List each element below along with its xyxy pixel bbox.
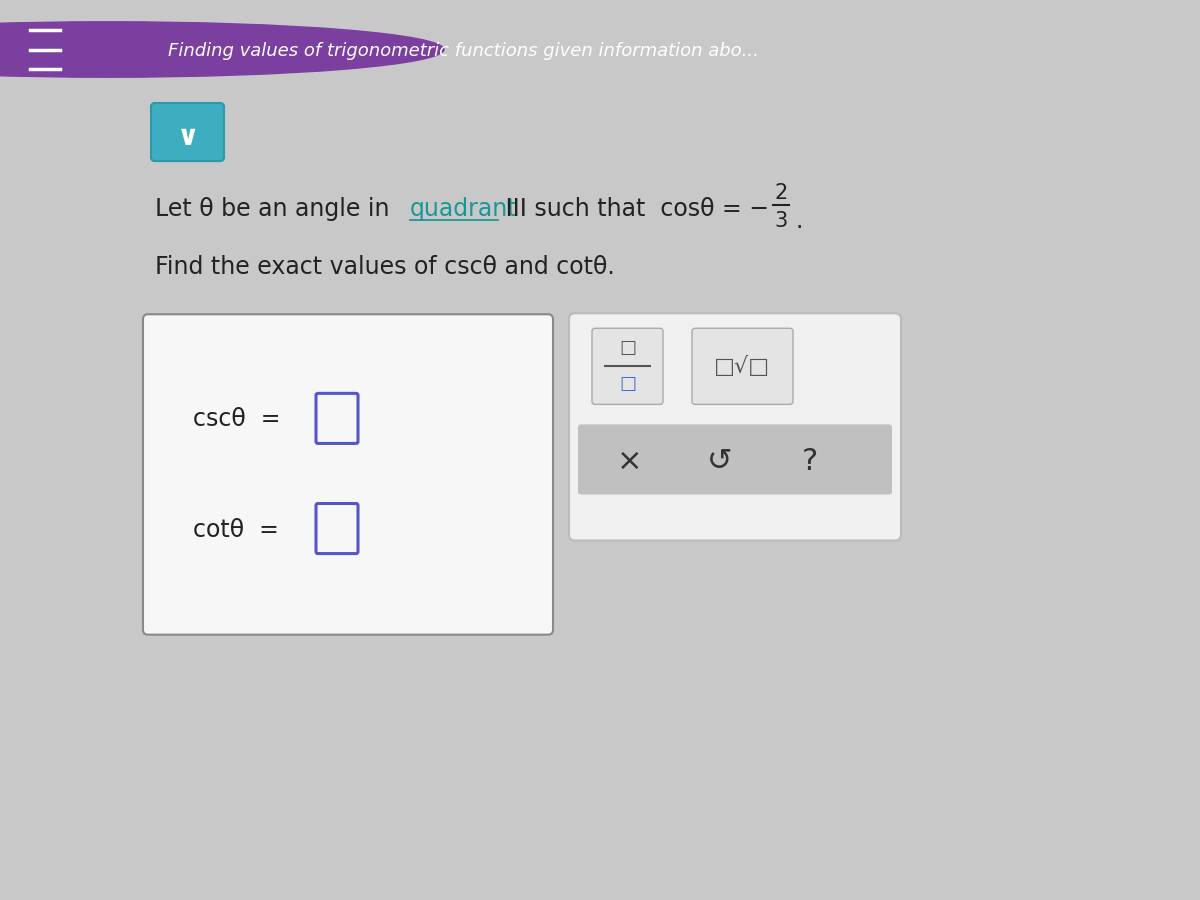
FancyBboxPatch shape [569, 313, 901, 541]
FancyBboxPatch shape [143, 314, 553, 634]
FancyBboxPatch shape [592, 328, 662, 404]
Text: cscθ  =: cscθ = [193, 408, 281, 431]
Text: ×: × [617, 447, 643, 476]
FancyBboxPatch shape [692, 328, 793, 404]
FancyBboxPatch shape [578, 425, 892, 494]
Text: III such that  cosθ = −: III such that cosθ = − [498, 197, 769, 221]
Text: □: □ [619, 375, 636, 393]
Text: ∨: ∨ [176, 123, 199, 151]
Text: .: . [796, 209, 803, 233]
Text: ↺: ↺ [707, 447, 733, 476]
Text: 3: 3 [774, 212, 787, 231]
FancyBboxPatch shape [151, 103, 224, 161]
Text: ?: ? [802, 447, 818, 476]
Text: quadrant: quadrant [410, 197, 517, 221]
Text: cotθ  =: cotθ = [193, 518, 278, 542]
Text: □: □ [619, 339, 636, 357]
Text: Let θ be an angle in: Let θ be an angle in [155, 197, 397, 221]
Circle shape [0, 22, 444, 77]
Text: □√□: □√□ [714, 356, 770, 377]
Text: Finding values of trigonometric functions given information abo...: Finding values of trigonometric function… [168, 42, 758, 60]
Text: 2: 2 [774, 183, 787, 203]
Text: Find the exact values of cscθ and cotθ.: Find the exact values of cscθ and cotθ. [155, 256, 614, 279]
